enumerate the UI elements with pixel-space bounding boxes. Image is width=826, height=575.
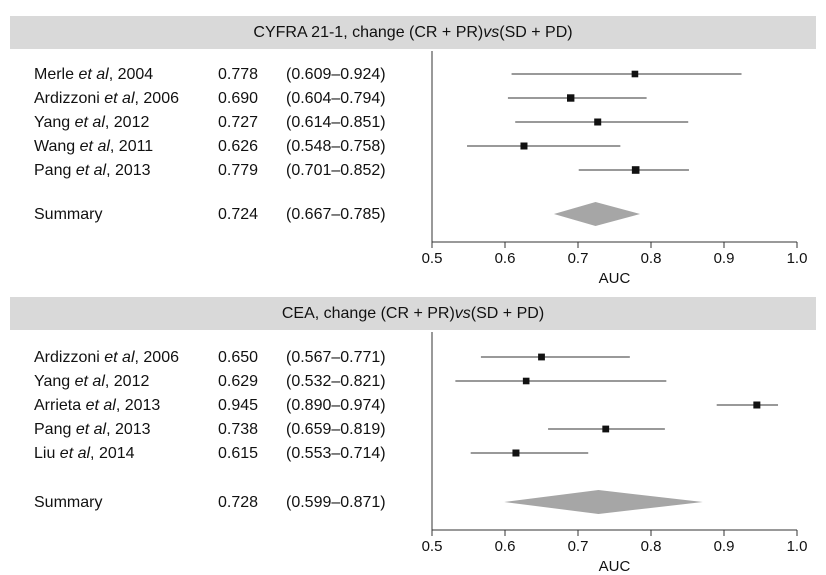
x-tick-label: 0.7 <box>568 250 589 267</box>
summary-diamond <box>504 490 703 514</box>
study-ci: (0.890–0.974) <box>286 397 386 414</box>
x-tick-label: 1.0 <box>787 250 808 267</box>
forest-plot-cea: 0.5 0.6 0.7 0.8 0.9 1.0 AUC Ardizzoni et al, 20… <box>34 332 808 575</box>
study-auc: 0.945 <box>218 397 258 414</box>
study-auc: 0.690 <box>218 90 258 107</box>
panel-1-title-vs: vs <box>483 23 500 41</box>
summary-ci: (0.599–0.871) <box>286 494 386 511</box>
panel-2-title-vs: vs <box>454 304 471 322</box>
study-ci: (0.604–0.794) <box>286 90 386 107</box>
study-auc: 0.727 <box>218 114 258 131</box>
study-label: Ardizzoni et al, 2006 <box>34 349 179 366</box>
study-auc: 0.629 <box>218 373 258 390</box>
study-auc: 0.615 <box>218 445 258 462</box>
study-auc: 0.778 <box>218 66 258 83</box>
study-ci: (0.532–0.821) <box>286 373 386 390</box>
panel-2-title-post: (SD + PD) <box>470 304 545 322</box>
study-ci: (0.614–0.851) <box>286 114 386 131</box>
summary-label: Summary <box>34 206 102 223</box>
x-tick-label: 0.5 <box>422 538 443 555</box>
forest-plot-cyfra: 0.5 0.6 0.7 0.8 0.9 1.0 AUC Merle et al, 2004 0.… <box>34 51 808 287</box>
x-tick-label: 0.8 <box>641 538 662 555</box>
x-axis-label: AUC <box>599 270 631 287</box>
x-tick-label: 0.8 <box>641 250 662 267</box>
point-estimate <box>567 94 575 102</box>
point-estimate <box>538 353 545 361</box>
point-estimate <box>631 166 640 174</box>
study-ci: (0.567–0.771) <box>286 349 386 366</box>
study-label: Yang et al, 2012 <box>34 114 149 131</box>
summary-label: Summary <box>34 494 102 511</box>
summary-diamond <box>553 202 641 226</box>
study-auc: 0.650 <box>218 349 258 366</box>
panel-2-title-pre: CEA, change (CR + PR) <box>281 304 455 322</box>
study-label: Arrieta et al, 2013 <box>34 397 160 414</box>
study-label: Yang et al, 2012 <box>34 373 149 390</box>
study-label: Pang et al, 2013 <box>34 421 151 438</box>
x-tick-label: 0.7 <box>568 538 589 555</box>
point-estimate <box>522 377 530 385</box>
x-tick-label: 0.5 <box>422 250 443 267</box>
x-tick-label: 0.6 <box>495 250 516 267</box>
study-ci: (0.609–0.924) <box>286 66 386 83</box>
study-label: Pang et al, 2013 <box>34 162 151 179</box>
x-tick-label: 0.9 <box>714 538 735 555</box>
panel-1-title-post: (SD + PD) <box>499 23 573 41</box>
study-auc: 0.626 <box>218 138 258 155</box>
study-label: Liu et al, 2014 <box>34 445 135 462</box>
x-tick-label: 1.0 <box>787 538 808 555</box>
point-estimate <box>512 449 520 457</box>
study-auc: 0.738 <box>218 421 258 438</box>
x-axis-label: AUC <box>599 558 631 575</box>
panel-1-title: CYFRA 21-1, change (CR + PR) vs (SD + PD… <box>10 16 816 49</box>
point-estimate <box>520 142 528 150</box>
study-label: Merle et al, 2004 <box>34 66 153 83</box>
summary-ci: (0.667–0.785) <box>286 206 386 223</box>
x-tick-label: 0.6 <box>495 538 516 555</box>
point-estimate <box>594 118 602 126</box>
study-label: Wang et al, 2011 <box>34 138 153 155</box>
summary-auc: 0.724 <box>218 206 258 223</box>
study-label: Ardizzoni et al, 2006 <box>34 90 179 107</box>
point-estimate <box>631 70 639 78</box>
study-ci: (0.701–0.852) <box>286 162 386 179</box>
study-ci: (0.659–0.819) <box>286 421 386 438</box>
study-ci: (0.548–0.758) <box>286 138 386 155</box>
panel-1-title-pre: CYFRA 21-1, change (CR + PR) <box>253 23 484 41</box>
point-estimate <box>753 401 761 409</box>
point-estimate <box>602 425 610 433</box>
summary-auc: 0.728 <box>218 494 258 511</box>
panel-2-title: CEA, change (CR + PR) vs (SD + PD) <box>10 297 816 330</box>
study-ci: (0.553–0.714) <box>286 445 386 462</box>
x-tick-label: 0.9 <box>714 250 735 267</box>
study-auc: 0.779 <box>218 162 258 179</box>
